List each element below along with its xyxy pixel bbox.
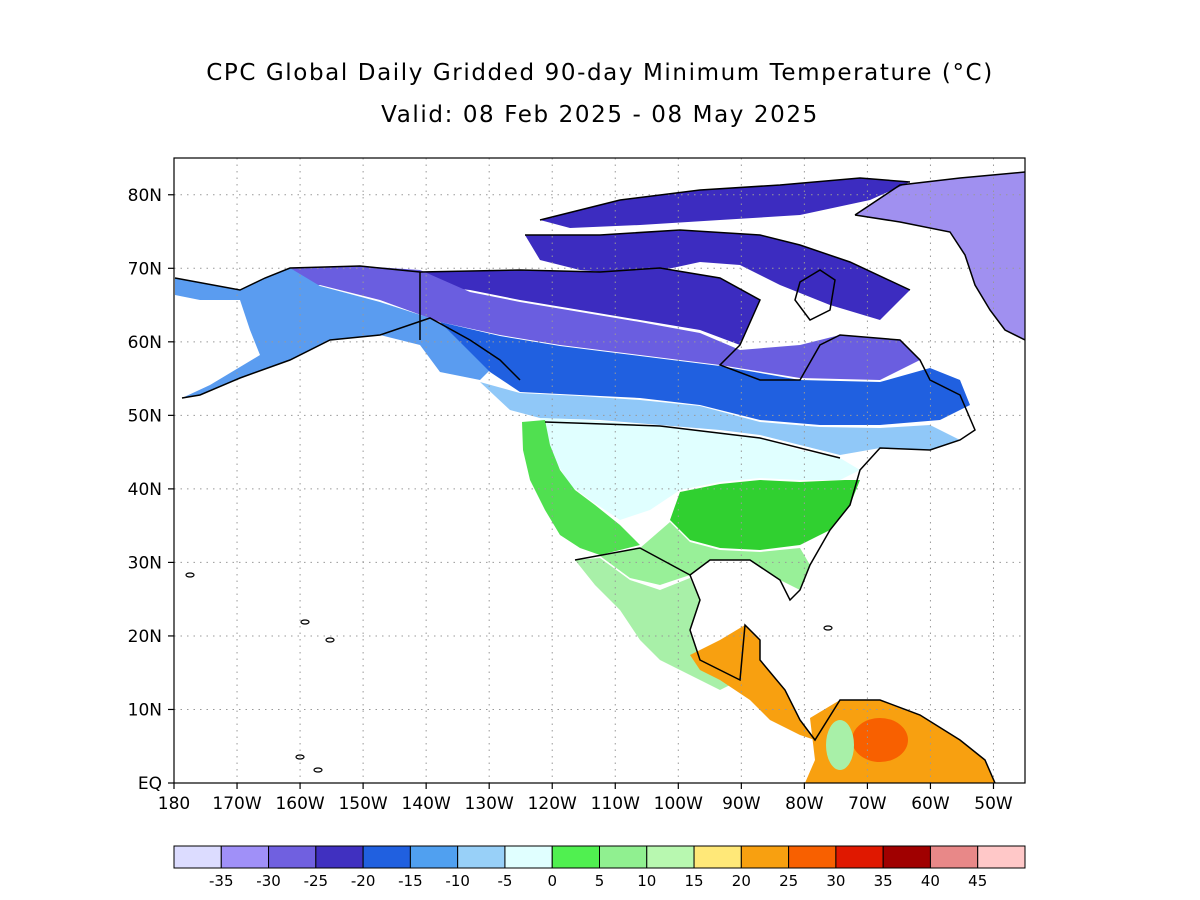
lat-tick-label: 30N (128, 553, 162, 573)
coastline-border-0 (174, 265, 996, 783)
colorbar-swatch (504, 845, 553, 869)
colorbar-label: -35 (209, 872, 234, 890)
island-0 (300, 619, 310, 625)
colorbar-label: 5 (595, 872, 605, 890)
region-central-america (690, 625, 815, 740)
lon-tick-label: 110W (591, 794, 640, 814)
colorbar-swatch (929, 845, 979, 869)
lon-tick-label: 70W (848, 794, 887, 814)
colorbar-label: -10 (445, 872, 470, 890)
island-5 (823, 625, 833, 631)
colorbar-label: 20 (732, 872, 751, 890)
colorbar-label: 0 (547, 872, 557, 890)
coastline-border-5 (854, 171, 1025, 216)
island-3 (185, 572, 195, 578)
lon-tick-label: 140W (402, 794, 451, 814)
colorbar-label: -25 (304, 872, 329, 890)
coastline-border-9 (794, 269, 836, 321)
colorbar-swatch (693, 845, 742, 869)
region-south-america-hotspot (852, 718, 908, 762)
colorbar-swatch (882, 845, 931, 869)
region-us-east (670, 480, 860, 550)
island-1 (325, 637, 335, 643)
colorbar-swatch (977, 845, 1026, 869)
lon-tick-label: 130W (465, 794, 514, 814)
lat-tick-label: 80N (128, 186, 162, 206)
lon-tick-label: 80W (785, 794, 824, 814)
region-canada-north (280, 266, 920, 380)
lon-tick-label: 50W (974, 794, 1013, 814)
colorbar-swatch (315, 845, 364, 869)
lon-tick-label: 100W (654, 794, 703, 814)
colorbar-swatch (788, 845, 837, 869)
colorbar-swatch (268, 845, 317, 869)
colorbar-label: -15 (398, 872, 423, 890)
lat-tick-label: EQ (138, 774, 162, 794)
lat-tick-label: 20N (128, 627, 162, 647)
coastline-border-8 (539, 177, 911, 221)
colorbar-swatch (646, 845, 695, 869)
lat-tick-label: 60N (128, 333, 162, 353)
lon-tick-label: 160W (275, 794, 324, 814)
colorbar-label: 25 (779, 872, 798, 890)
lat-tick-label: 50N (128, 406, 162, 426)
colorbar-label: -20 (351, 872, 376, 890)
region-greenland-north (855, 172, 1025, 340)
lat-axis: EQ 10N 20N 30N 40N 50N 60N 70N 80N (128, 186, 174, 794)
colorbar-swatch (599, 845, 648, 869)
coastline-border-3 (544, 421, 841, 459)
colorbar-label: 45 (968, 872, 987, 890)
coastline-border-4 (574, 547, 691, 576)
lat-tick-label: 40N (128, 480, 162, 500)
colorbar-label: 40 (921, 872, 940, 890)
borders-layer (174, 171, 1025, 783)
lon-tick-label: 170W (212, 794, 261, 814)
region-us-west (522, 420, 640, 555)
land-fill-layer (175, 172, 1025, 783)
colorbar-swatch (409, 845, 459, 869)
colorbar-label: 15 (685, 872, 704, 890)
colorbar-swatch (173, 845, 222, 869)
lon-axis: 180 170W 160W 150W 140W 130W 120W 110W 100W 90W 80… (158, 783, 1013, 814)
lon-tick-label: 90W (722, 794, 761, 814)
region-canada-south (480, 382, 960, 455)
colorbar-swatch (740, 845, 790, 869)
colorbar-swatch (220, 845, 270, 869)
colorbar: -35 -30 -25 -20 -15 -10 -5 0 5 10 15 20 25 30 35 40 45 (173, 845, 1026, 890)
coastline-border-7 (525, 229, 911, 291)
coastline-border-1 (181, 317, 521, 399)
region-andes-cool (826, 720, 854, 770)
colorbar-label: 10 (637, 872, 656, 890)
colorbar-label: 30 (826, 872, 845, 890)
island-2 (313, 767, 323, 773)
colorbar-swatch (362, 845, 411, 869)
chart-subtitle: Valid: 08 Feb 2025 - 08 May 2025 (381, 102, 819, 128)
lon-tick-label: 150W (338, 794, 387, 814)
lon-tick-label: 180 (158, 794, 190, 814)
lon-tick-label: 60W (911, 794, 950, 814)
chart-title: CPC Global Daily Gridded 90-day Minimum … (206, 60, 994, 86)
region-us-south (600, 522, 810, 590)
colorbar-label: -5 (497, 872, 512, 890)
gridlines-layer (174, 158, 1025, 783)
lat-tick-label: 70N (128, 259, 162, 279)
colorbar-label: -30 (256, 872, 281, 890)
colorbar-label: 35 (874, 872, 893, 890)
colorbar-swatch (835, 845, 884, 869)
region-alaska (175, 268, 500, 398)
lon-tick-label: 120W (528, 794, 577, 814)
map-frame (173, 157, 1026, 784)
region-us-north (540, 418, 860, 520)
coastline-border-6 (854, 214, 1025, 341)
region-canada-mid (440, 322, 970, 425)
island-4 (295, 754, 305, 760)
colorbar-swatch (457, 845, 506, 869)
lat-tick-label: 10N (128, 700, 162, 720)
colorbar-swatch (551, 845, 601, 869)
